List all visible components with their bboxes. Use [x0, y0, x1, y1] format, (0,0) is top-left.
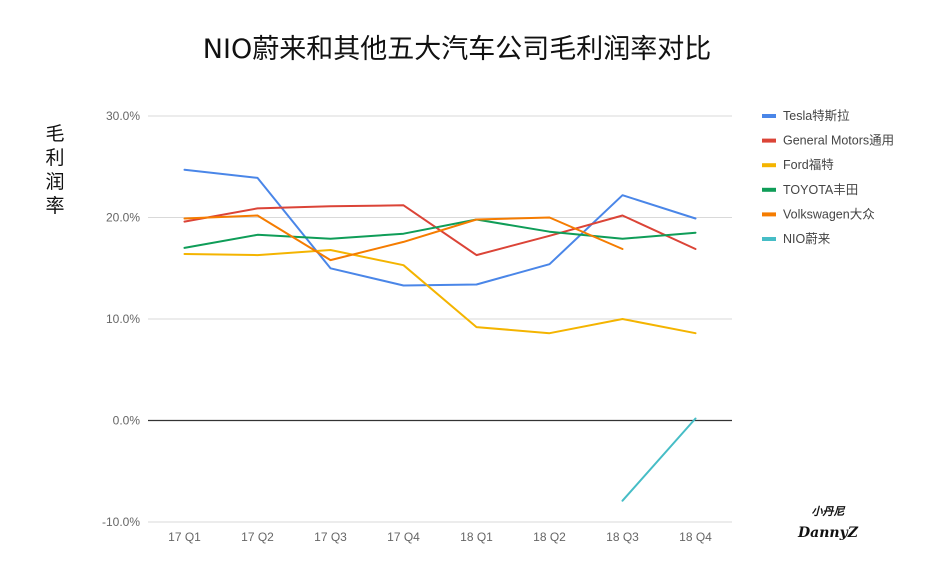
y-axis-label: 毛利润率 — [45, 123, 64, 217]
series-line — [183, 249, 697, 335]
legend-item[interactable]: NIO蔚来 — [762, 232, 831, 246]
legend-label: General Motors通用 — [783, 134, 894, 148]
legend-item[interactable]: Volkswagen大众 — [762, 207, 875, 221]
y-tick-label: -10.0% — [102, 515, 140, 529]
gridlines — [148, 115, 732, 523]
x-axis-ticks: 17 Q1 17 Q2 17 Q3 17 Q4 18 Q1 18 Q2 18 Q3 18 Q4 — [168, 530, 712, 544]
y-axis-label-char: 利 — [45, 147, 64, 169]
x-tick-label: 17 Q1 — [168, 530, 201, 544]
x-tick-label: 18 Q1 — [460, 530, 493, 544]
x-tick-label: 17 Q2 — [241, 530, 274, 544]
y-axis-label-char: 率 — [45, 195, 64, 217]
y-tick-label: 0.0% — [113, 414, 141, 428]
legend-item[interactable]: Ford福特 — [762, 157, 834, 172]
series-line — [183, 218, 697, 249]
y-tick-label: 10.0% — [106, 312, 140, 326]
series-line — [183, 214, 624, 262]
chart-title: NIO蔚来和其他五大汽车公司毛利润率对比 — [203, 34, 711, 65]
legend-item[interactable]: General Motors通用 — [762, 134, 894, 148]
y-axis-ticks: -10.0% 0.0% 10.0% 20.0% 30.0% — [102, 109, 140, 529]
x-tick-label: 18 Q4 — [679, 530, 712, 544]
y-axis-label-char: 润 — [45, 171, 64, 193]
legend-label: Ford福特 — [783, 157, 834, 172]
watermark-line1: 小丹尼 — [812, 505, 846, 518]
series-line — [183, 168, 697, 287]
watermark-line2: DannyZ — [797, 525, 859, 541]
legend-label: Volkswagen大众 — [783, 207, 875, 221]
legend[interactable]: Tesla特斯拉 General Motors通用 Ford福特 TOYOTA丰田 Vo… — [762, 108, 894, 246]
watermark-logo: 小丹尼 DannyZ — [797, 505, 859, 541]
y-tick-label: 30.0% — [106, 109, 140, 123]
legend-item[interactable]: Tesla特斯拉 — [762, 108, 850, 123]
y-axis-label-char: 毛 — [45, 123, 64, 145]
x-tick-label: 17 Q4 — [387, 530, 420, 544]
legend-label: NIO蔚来 — [783, 232, 831, 246]
x-tick-label: 18 Q3 — [606, 530, 639, 544]
legend-item[interactable]: TOYOTA丰田 — [762, 183, 858, 197]
series-line — [621, 417, 697, 502]
legend-label: Tesla特斯拉 — [783, 108, 850, 123]
x-tick-label: 17 Q3 — [314, 530, 347, 544]
y-tick-label: 20.0% — [106, 211, 140, 225]
legend-label: TOYOTA丰田 — [783, 183, 858, 197]
series-lines — [183, 168, 697, 502]
x-tick-label: 18 Q2 — [533, 530, 566, 544]
